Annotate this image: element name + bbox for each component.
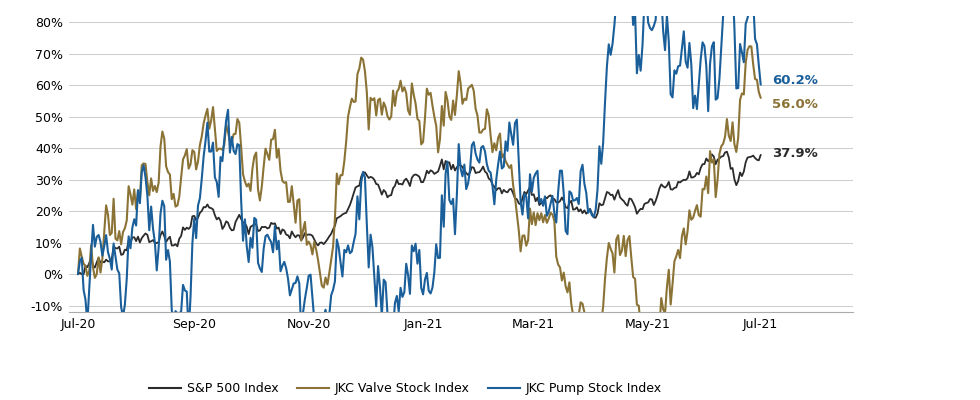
Text: 37.9%: 37.9% — [772, 147, 817, 160]
Text: 60.2%: 60.2% — [772, 74, 818, 87]
Text: 56.0%: 56.0% — [772, 98, 818, 111]
Legend: S&P 500 Index, JKC Valve Stock Index, JKC Pump Stock Index: S&P 500 Index, JKC Valve Stock Index, JK… — [144, 378, 667, 400]
